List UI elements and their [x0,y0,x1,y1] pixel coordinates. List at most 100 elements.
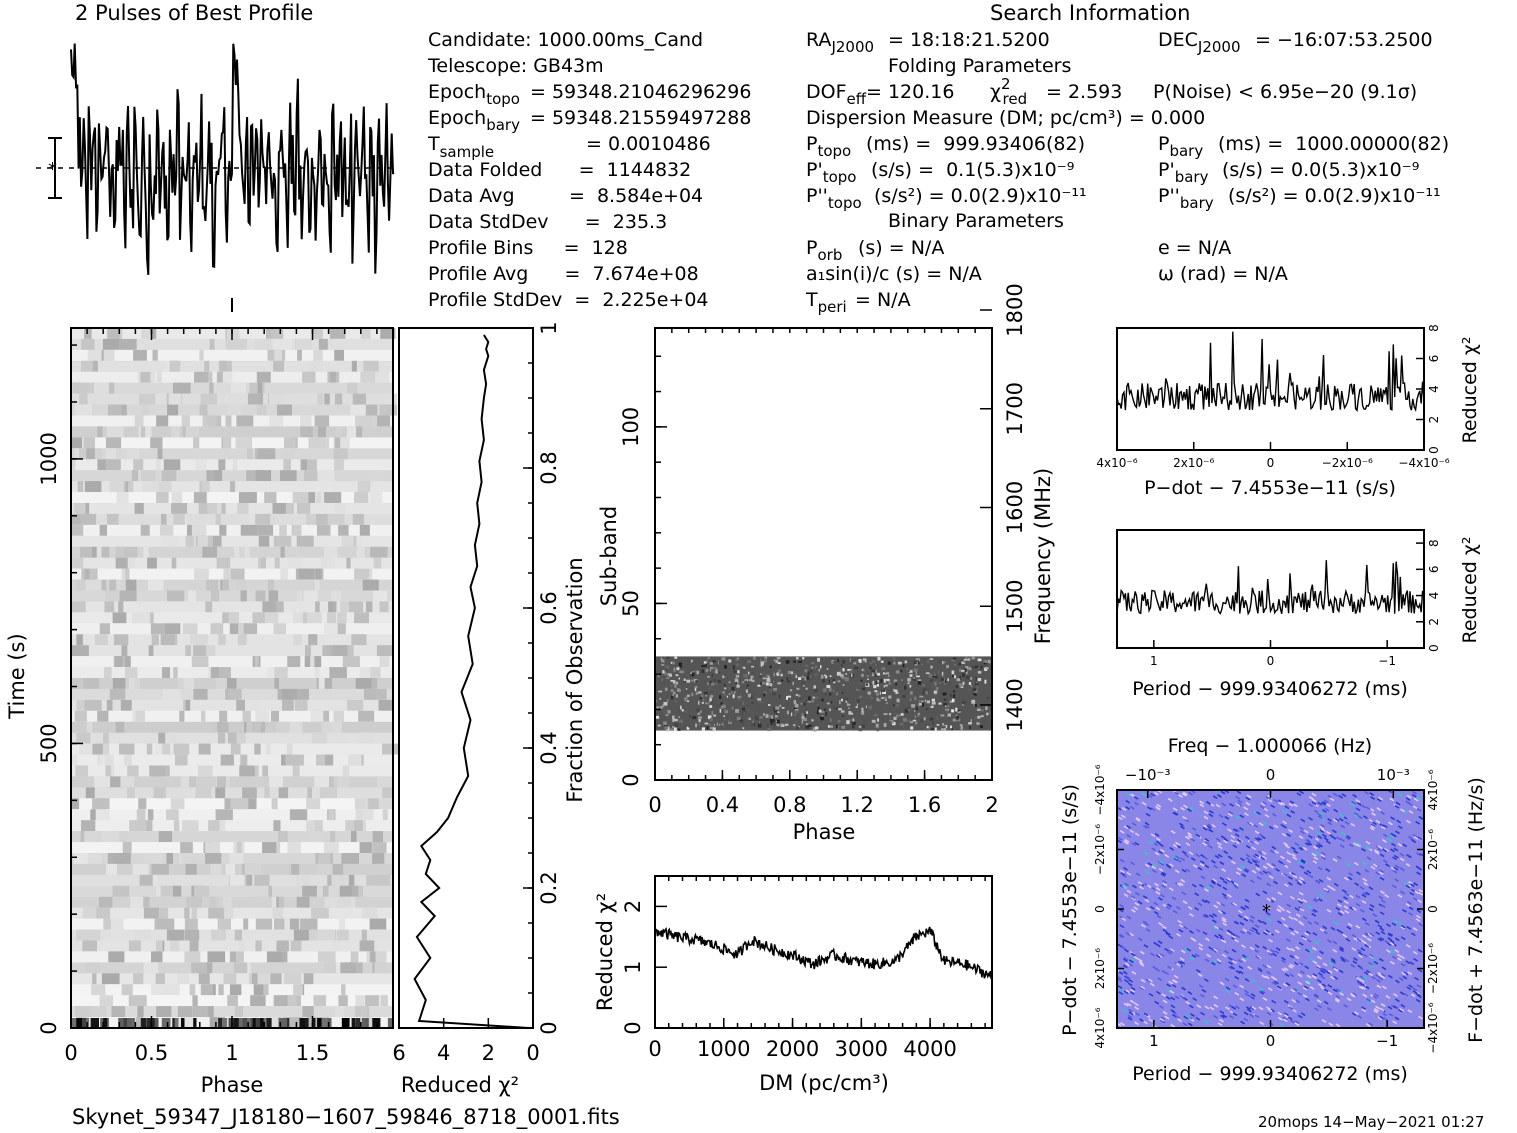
tick-label: 0 [37,1021,61,1034]
t-sample-label: Tsample [427,133,494,161]
dm-series [654,926,993,979]
tick-label: 2 [1427,416,1441,424]
pdd-topo-label: P''topo [806,185,862,212]
pd-bary: (s/s) = 0.0(5.3)x10⁻⁹ [1222,159,1419,181]
time-row [71,645,393,657]
chi-value: = 2.593 [1046,81,1122,103]
tick-label: 0.6 [537,591,561,624]
time-row [71,513,393,526]
tick-label: 0.4 [706,793,739,817]
tick-label: 0 [1266,1032,1276,1050]
time-row [71,656,393,668]
dec-label: DECJ2000 [1158,29,1241,56]
time-row [71,776,393,788]
time-row [71,667,393,679]
pdot-chi-plot: 0 2 4 6 8 4x10⁻⁶ 2x10⁻⁶ 0 −2x10⁻⁶ −4x10⁻⁶ P−dot −… [1096,324,1481,499]
t-peri: = N/A [855,289,911,311]
epoch-bary-label: Epochbary [428,107,520,134]
p-orb-label: Porb [806,237,842,264]
chi-fraction-series [413,334,529,1029]
tick-label: 0.8 [537,451,561,484]
dispersion-measure: Dispersion Measure (DM; pc/cm³) = 0.000 [806,107,1205,129]
tick-label: 0 [1426,905,1440,913]
tick-label: 50 [619,590,643,617]
time-row [71,831,393,843]
tick-label: 1700 [1003,382,1027,435]
tick-label: 4x10⁻⁶ [1093,1007,1107,1048]
tick-label: −1 [1378,654,1396,668]
time-row [71,524,393,537]
dec: = −16:07:53.2500 [1255,29,1433,51]
pdd-bary: (s/s²) = 0.0(2.9)x10⁻¹¹ [1228,185,1441,207]
pd-topo: (s/s) = 0.1(5.3)x10⁻⁹ [871,159,1074,181]
tick-label: 1600 [1003,481,1027,534]
omega: ω (rad) = N/A [1158,263,1288,285]
dm-xlabel: DM (pc/cm³) [759,1071,889,1095]
pp-ylabel: P−dot − 7.4553e−11 (s/s) [1059,784,1081,1036]
tick-label: 8 [1427,324,1441,332]
time-row [71,710,393,723]
tick-label: 1400 [1003,678,1027,731]
tick-label: 0 [1266,766,1276,784]
subband-phase-plot: 0 0.4 0.8 1.2 1.6 2 0 50 100 1400 1500 1600 1700 1800… [597,283,1055,844]
dof-label: DOFeff [806,81,867,108]
candidate-info: Candidate: 1000.00ms_Cand Telescope: GB4… [427,29,751,311]
time-row [71,929,393,942]
tick-label: 8 [1427,539,1441,547]
p-topo-label: Ptopo [806,133,851,160]
tick-label: −4x10⁻⁶ [1398,456,1449,470]
ppdot-plane-plot: 1 0 −1 −10⁻³ 0 10⁻³ 4x10⁻⁶ 2x10⁻⁶ 0 −2x10⁻⁶ −4x10⁻… [1059,735,1487,1085]
tick-label: 500 [37,723,61,763]
time-row [71,437,393,449]
data-stddev: Data StdDev = 235.3 [428,211,667,233]
tick-label: 6 [1427,566,1441,574]
time-row [71,492,393,504]
pp-ylabel-right: F−dot + 7.4563e−11 (Hz/s) [1465,777,1487,1043]
tick-label: 0.4 [537,731,561,764]
time-row [71,590,393,602]
time-row [71,535,393,548]
tick-label: 10⁻³ [1377,766,1410,784]
time-row [71,896,393,909]
tick-label: 100 [619,407,643,447]
tick-label: 0.8 [773,793,806,817]
search-title: Search Information [990,1,1190,25]
tick-label: 6 [392,1041,405,1065]
tick-label: 0 [1267,654,1275,668]
tick-label: −2x10⁻⁶ [1093,824,1107,875]
epoch-topo: = 59348.21046296296 [530,81,751,103]
pr-ylabel: Reduced χ² [1459,537,1481,644]
pdd-bary-label: P''bary [1158,185,1214,212]
cf-xlabel: Reduced χ² [401,1073,519,1097]
tick-label: 1 [1150,654,1158,668]
time-row [71,962,393,974]
pd-ylabel: Reduced χ² [1459,337,1481,444]
tick-label: 4x10⁻⁶ [1096,456,1137,470]
tick-label: 1 [621,961,645,974]
time-row [71,918,393,931]
time-row [71,634,393,646]
p-topo: (ms) = 999.93406(82) [866,133,1085,155]
dm-ylabel: Reduced χ² [593,893,617,1011]
best-fit-marker: * [1262,901,1271,922]
epoch-bary: = 59348.21559497288 [530,107,751,129]
profile-stddev: Profile StdDev = 2.225e+04 [428,289,709,311]
time-row [71,601,393,613]
tick-label: 0 [1427,446,1441,454]
tick-label: 1800 [1003,283,1027,336]
tick-label: 2 [621,900,645,913]
time-row [71,360,393,373]
tick-label: 4 [1427,385,1441,393]
tick-label: 1500 [1003,580,1027,633]
chi-fraction-plot: 6 4 2 0 0 0.2 0.4 0.6 0.8 1 Reduced χ² Fraction o… [392,321,587,1097]
profile-title: 2 Pulses of Best Profile [75,1,313,25]
time-row [71,503,393,515]
tick-label: 1.2 [840,793,873,817]
pp-title: Freq − 1.000066 (Hz) [1168,735,1372,757]
tick-label: 2x10⁻⁶ [1173,456,1214,470]
p-bary: (ms) = 1000.00000(82) [1218,133,1449,155]
tick-label: 0 [621,1021,645,1034]
time-row [71,415,393,427]
